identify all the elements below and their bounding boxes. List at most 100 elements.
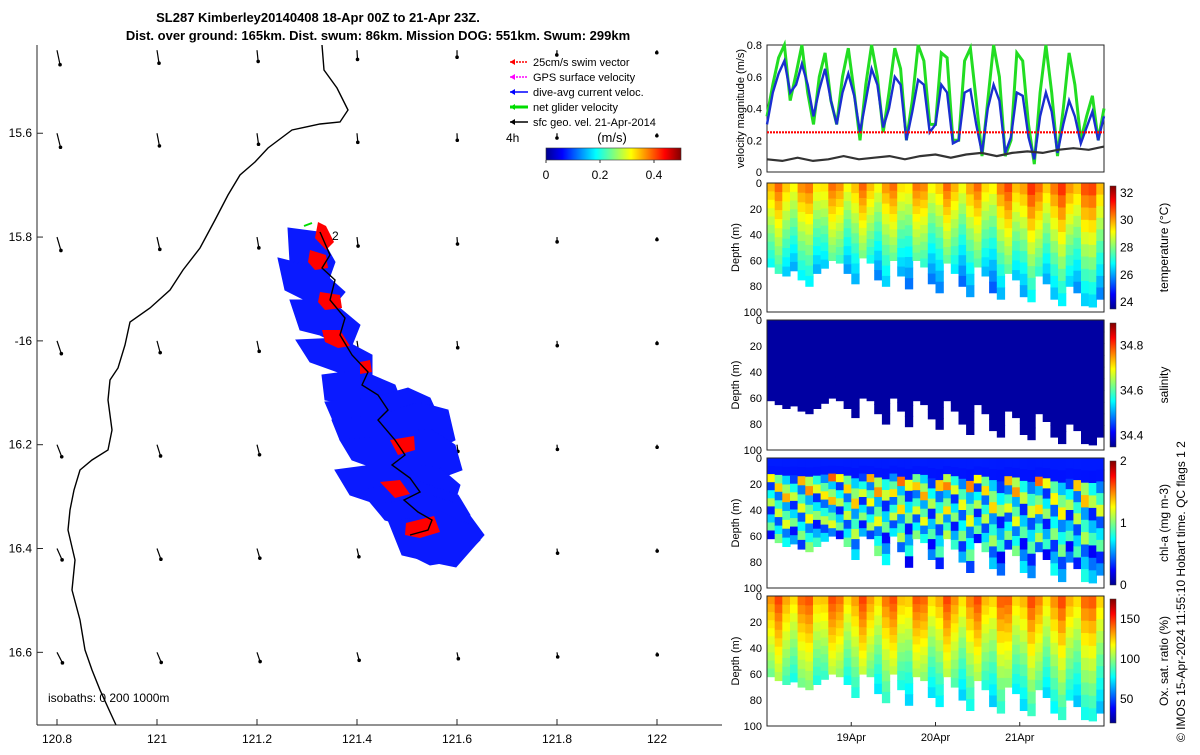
profile-cell [943, 336, 951, 345]
profile-cell [790, 329, 798, 338]
profile-cell [828, 596, 836, 604]
profile-cell [974, 225, 982, 234]
profile-cell [905, 694, 913, 706]
profile-cell [805, 193, 813, 204]
profile-cell [974, 500, 982, 509]
profile-y-tick-label: 20 [750, 341, 762, 353]
profile-cell [1089, 233, 1097, 246]
profile-cell [1020, 423, 1028, 435]
profile-cell [920, 475, 928, 484]
profile-cell [943, 385, 951, 394]
profile-cell [775, 264, 783, 274]
profile-cell [982, 505, 990, 515]
profile-cell [1081, 658, 1089, 671]
profile-cell [828, 206, 836, 214]
profile-cell [844, 658, 852, 667]
profile-cell [1066, 468, 1074, 479]
profile-cell [959, 541, 967, 552]
profile-cell [943, 612, 951, 621]
profile-cell [1035, 202, 1043, 212]
profile-cell [1004, 219, 1012, 229]
profile-cell [943, 183, 951, 192]
profile-cell [867, 336, 875, 345]
profile-cell [798, 513, 806, 523]
legend-arrow-head [510, 74, 515, 80]
profile-cell [836, 393, 844, 402]
profile-cell [1050, 229, 1058, 241]
profile-cell [997, 288, 1005, 300]
profile-cell [959, 552, 967, 563]
profile-cell [1020, 538, 1028, 550]
map-y-tick-label: 16.2 [9, 438, 33, 452]
profile-cell [782, 192, 790, 202]
profile-cell [1081, 244, 1089, 257]
profile-cell [959, 204, 967, 215]
profile-cell [844, 493, 852, 502]
profile-cell [1096, 690, 1104, 702]
profile-cell [997, 276, 1005, 288]
profile-cell [920, 217, 928, 226]
legend-arrow-head [510, 104, 515, 110]
profile-cell [974, 655, 982, 664]
profile-cell [905, 502, 913, 514]
profile-cell [913, 669, 921, 678]
profile-cell [859, 658, 867, 666]
profile-cell [890, 214, 898, 222]
profile-colorbar-tick-label: 34.6 [1120, 384, 1144, 398]
profile-cell [1035, 257, 1043, 267]
profile-cell [943, 223, 951, 232]
profile-cell [920, 345, 928, 354]
profile-cell [890, 351, 898, 359]
geo-velocity-arrow-head [159, 454, 163, 458]
profile-cell [1035, 477, 1043, 487]
profile-cell [844, 255, 852, 265]
profile-cell [943, 231, 951, 240]
profile-cell [936, 353, 944, 365]
profile-cell [905, 545, 913, 557]
profile-cell [1035, 533, 1043, 543]
profile-cell [928, 274, 936, 285]
profile-cell [890, 206, 898, 214]
profile-cell [890, 474, 898, 482]
profile-cell [867, 199, 875, 208]
profile-cell [936, 469, 944, 481]
profile-cell [897, 384, 905, 394]
profile-cell [874, 202, 882, 212]
profile-cell [1043, 637, 1051, 648]
profile-cell [1027, 554, 1035, 567]
profile-cell [828, 375, 836, 383]
profile-cell [1050, 264, 1058, 276]
profile-cell [951, 255, 959, 265]
profile-cell [913, 237, 921, 245]
profile-cell [867, 247, 875, 256]
profile-cell [989, 353, 997, 365]
profile-cell [997, 332, 1005, 344]
profile-cell [851, 606, 859, 617]
profile-cell [1050, 414, 1058, 426]
profile-cell [790, 236, 798, 245]
profile-cell [790, 535, 798, 544]
profile-cell [928, 468, 936, 479]
profile-cell [989, 491, 997, 503]
profile-cell [974, 492, 982, 501]
profile-cell [959, 617, 967, 628]
profile-cell [951, 228, 959, 238]
profile-cell [1073, 458, 1081, 470]
profile-cell [1058, 707, 1066, 720]
profile-cell [936, 183, 944, 195]
profile-cell [882, 671, 890, 682]
profile-cell [798, 476, 806, 486]
profile-cell [859, 474, 867, 482]
profile-cell [1012, 408, 1020, 418]
profile-cell [805, 376, 813, 386]
profile-cell [790, 346, 798, 355]
profile-cell [997, 425, 1005, 437]
profile-cell [882, 533, 890, 544]
isobath-label: isobaths: 0 200 1000m [48, 691, 169, 705]
profile-cell [867, 620, 875, 629]
profile-cell [874, 404, 882, 414]
profile-cell [1058, 382, 1066, 395]
profile-cell [767, 320, 775, 329]
profile-cell [913, 214, 921, 222]
